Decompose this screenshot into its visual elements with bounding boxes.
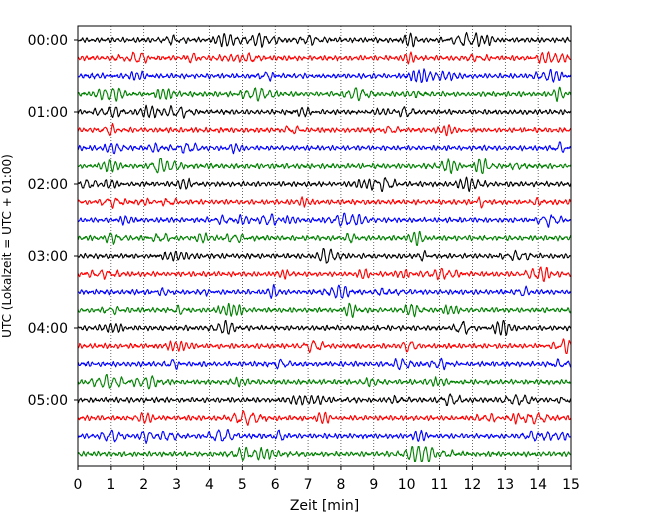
trace-line xyxy=(77,230,572,246)
trace-line xyxy=(77,266,572,283)
trace-line xyxy=(77,212,572,228)
y-axis-ticks: 00:00 01:00 02:00 03:00 04:00 05:00 xyxy=(28,33,78,409)
x-tick-label: 3 xyxy=(172,477,181,493)
x-tick-label: 9 xyxy=(369,477,378,493)
trace-line xyxy=(77,429,572,445)
trace-line xyxy=(77,445,572,463)
x-tick-label: 8 xyxy=(336,477,345,493)
trace-line xyxy=(77,319,572,336)
trace-line xyxy=(77,302,572,319)
trace-line xyxy=(77,393,572,407)
y-axis-label: UTC (Lokalzeit = UTC + 01:00) xyxy=(0,154,14,338)
trace-line xyxy=(77,104,572,119)
trace-line xyxy=(77,157,572,175)
x-tick-label: 5 xyxy=(238,477,247,493)
x-axis-ticks: 0 1 2 3 4 5 6 7 8 9 10 11 12 13 14 15 xyxy=(74,466,580,493)
x-tick-label: 6 xyxy=(271,477,280,493)
trace-line xyxy=(77,51,572,65)
y-tick-label: 02:00 xyxy=(28,177,68,193)
y-tick-label: 01:00 xyxy=(28,105,68,121)
x-tick-label: 13 xyxy=(496,477,514,493)
trace-line xyxy=(77,338,572,355)
trace-line xyxy=(77,31,572,48)
x-tick-label: 11 xyxy=(431,477,449,493)
x-tick-label: 1 xyxy=(106,477,115,493)
trace-line xyxy=(77,196,572,209)
trace-line xyxy=(77,410,572,426)
x-tick-label: 15 xyxy=(562,477,580,493)
x-tick-label: 12 xyxy=(463,477,481,493)
x-tick-label: 7 xyxy=(304,477,313,493)
trace-line xyxy=(77,373,572,390)
x-tick-label: 0 xyxy=(74,477,83,493)
trace-line xyxy=(77,357,572,371)
trace-line xyxy=(77,283,572,299)
trace-line xyxy=(77,176,572,193)
trace-line xyxy=(77,247,572,264)
trace-line xyxy=(77,141,572,155)
x-axis-label: Zeit [min] xyxy=(290,498,359,514)
trace-line xyxy=(77,86,572,103)
vertical-grid xyxy=(110,26,539,466)
plot-frame xyxy=(77,25,572,467)
trace-line xyxy=(77,68,572,84)
trace-line xyxy=(77,122,572,137)
y-tick-label: 00:00 xyxy=(28,33,68,49)
x-tick-label: 4 xyxy=(205,477,214,493)
y-tick-label: 05:00 xyxy=(28,393,68,409)
y-tick-label: 03:00 xyxy=(28,249,68,265)
x-tick-label: 10 xyxy=(398,477,416,493)
y-tick-label: 04:00 xyxy=(28,321,68,337)
x-tick-label: 14 xyxy=(529,477,547,493)
seismic-traces xyxy=(77,31,572,463)
x-tick-label: 2 xyxy=(139,477,148,493)
